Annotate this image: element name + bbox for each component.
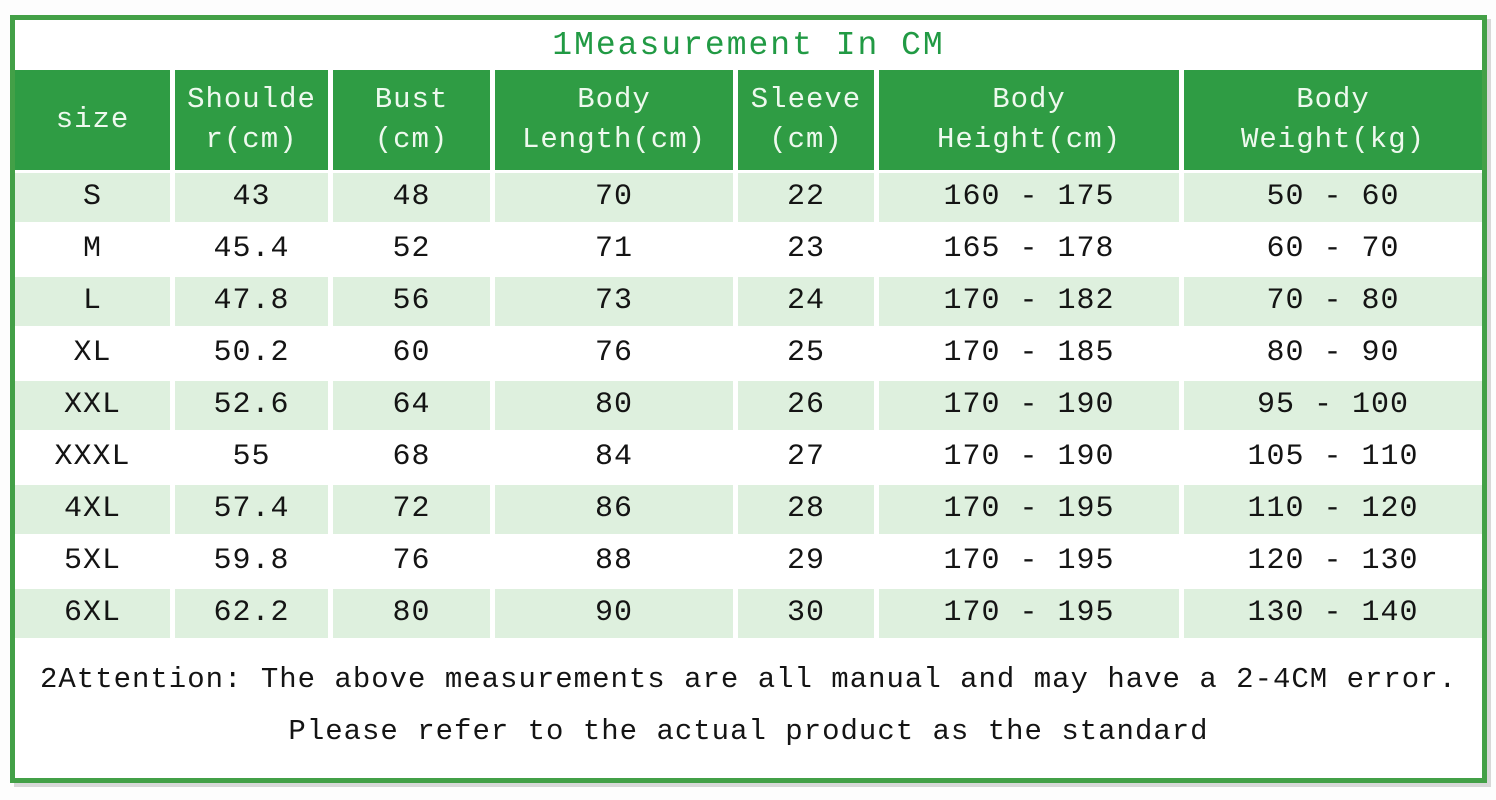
table-row-xl: XL 50.2 60 76 25 170 - 185 80 - 90 — [15, 329, 1482, 378]
size-label-cell: S — [15, 173, 170, 222]
table-cell: 64 — [333, 381, 490, 430]
table-cell: 57.4 — [175, 485, 328, 534]
table-cell: 170 - 182 — [879, 277, 1179, 326]
table-cell: 68 — [392, 440, 431, 474]
table-cell: 72 — [333, 485, 490, 534]
table-row-l: L 47.8 56 73 24 170 - 182 70 - 80 — [15, 277, 1482, 326]
column-header-body-weight: Body Weight(kg) — [1184, 70, 1482, 170]
column-header-shoulder: Shoulde r(cm) — [175, 70, 328, 170]
table-cell: 73 — [495, 277, 733, 326]
table-cell: 47.8 — [175, 277, 328, 326]
table-cell: 76 — [594, 336, 633, 370]
table-cell: 88 — [594, 544, 633, 578]
table-cell: 22 — [738, 173, 874, 222]
column-header-size: size — [15, 70, 170, 170]
table-cell: 30 — [738, 589, 874, 638]
table-row-5xl: 5XL 59.8 76 88 29 170 - 195 120 - 130 — [15, 537, 1482, 586]
column-header-bust: Bust (cm) — [333, 70, 490, 170]
table-row-m: M 45.4 52 71 23 165 - 178 60 - 70 — [15, 225, 1482, 274]
page-title: 1Measurement In CM — [552, 26, 945, 64]
table-body: S 43 48 70 22 160 - 175 50 - 60 M 45.4 52 71 23 165 … — [15, 173, 1482, 638]
title-row: 1Measurement In CM — [15, 20, 1482, 70]
table-cell: 105 - 110 — [1247, 440, 1419, 474]
table-cell: 90 — [495, 589, 733, 638]
table-cell: 160 - 175 — [879, 173, 1179, 222]
table-cell: 71 — [594, 232, 633, 266]
table-cell: 60 - 70 — [1266, 232, 1400, 266]
size-label-cell: L — [15, 277, 170, 326]
table-cell: 80 — [333, 589, 490, 638]
table-row-xxxl: XXXL 55 68 84 27 170 - 190 105 - 110 — [15, 433, 1482, 482]
table-cell: 170 - 190 — [943, 440, 1115, 474]
size-label-cell: XXL — [15, 381, 170, 430]
table-cell: 76 — [392, 544, 431, 578]
table-cell: 50 - 60 — [1184, 173, 1482, 222]
table-header-row: size Shoulde r(cm) Bust (cm) Body Length(cm) Sl… — [15, 70, 1482, 170]
table-cell: 170 - 185 — [943, 336, 1115, 370]
table-cell: 170 - 195 — [879, 589, 1179, 638]
table-row-xxl: XXL 52.6 64 80 26 170 - 190 95 - 100 — [15, 381, 1482, 430]
size-label-cell: XXXL — [54, 440, 131, 474]
table-cell: 70 - 80 — [1184, 277, 1482, 326]
attention-note: 2Attention: The above measurements are a… — [15, 638, 1482, 778]
table-cell: 170 - 195 — [943, 544, 1115, 578]
table-cell: 80 — [495, 381, 733, 430]
size-label-cell: 5XL — [63, 544, 121, 578]
table-cell: 170 - 195 — [879, 485, 1179, 534]
table-cell: 43 — [175, 173, 328, 222]
table-cell: 70 — [495, 173, 733, 222]
table-cell: 24 — [738, 277, 874, 326]
size-chart-board: 1Measurement In CM size Shoulde r(cm) Bust(… — [10, 15, 1487, 783]
table-cell: 95 - 100 — [1184, 381, 1482, 430]
table-cell: 55 — [232, 440, 271, 474]
table-cell: 59.8 — [213, 544, 290, 578]
table-cell: 86 — [495, 485, 733, 534]
table-row-4xl: 4XL 57.4 72 86 28 170 - 195 110 - 120 — [15, 485, 1482, 534]
table-cell: 170 - 190 — [879, 381, 1179, 430]
table-cell: 52.6 — [175, 381, 328, 430]
table-cell: 130 - 140 — [1184, 589, 1482, 638]
table-cell: 26 — [738, 381, 874, 430]
size-label-cell: 6XL — [15, 589, 170, 638]
size-label-cell: M — [82, 232, 102, 266]
table-cell: 23 — [786, 232, 825, 266]
table-cell: 110 - 120 — [1184, 485, 1482, 534]
size-label-cell: XL — [73, 336, 112, 370]
table-cell: 84 — [594, 440, 633, 474]
attention-line-1: 2Attention: The above measurements are a… — [39, 663, 1458, 696]
table-cell: 60 — [392, 336, 431, 370]
table-cell: 165 - 178 — [943, 232, 1115, 266]
table-cell: 28 — [738, 485, 874, 534]
table-row-s: S 43 48 70 22 160 - 175 50 - 60 — [15, 173, 1482, 222]
size-label-cell: 4XL — [15, 485, 170, 534]
table-cell: 25 — [786, 336, 825, 370]
attention-line-2: Please refer to the actual product as th… — [288, 715, 1209, 748]
column-header-sleeve: Sleeve (cm) — [738, 70, 874, 170]
table-cell: 45.4 — [213, 232, 290, 266]
table-cell: 50.2 — [213, 336, 290, 370]
table-cell: 120 - 130 — [1247, 544, 1419, 578]
table-cell: 29 — [786, 544, 825, 578]
column-header-body-height: Body Height(cm) — [879, 70, 1179, 170]
column-header-body-length: Body Length(cm) — [495, 70, 733, 170]
table-cell: 62.2 — [175, 589, 328, 638]
table-row-6xl: 6XL 62.2 80 90 30 170 - 195 130 - 140 — [15, 589, 1482, 638]
table-cell: 56 — [333, 277, 490, 326]
table-cell: 27 — [786, 440, 825, 474]
table-cell: 48 — [333, 173, 490, 222]
table-cell: 80 - 90 — [1266, 336, 1400, 370]
table-cell: 52 — [392, 232, 431, 266]
